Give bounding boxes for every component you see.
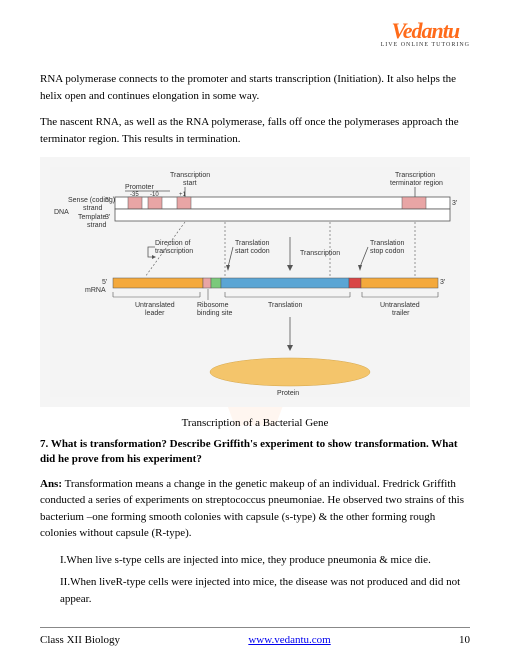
answer-text: Transformation means a change in the gen… xyxy=(40,478,464,540)
logo-text: Vedantu xyxy=(381,18,470,44)
label-protein: Protein xyxy=(277,390,299,397)
svg-text:binding site: binding site xyxy=(197,310,233,317)
svg-text:+1: +1 xyxy=(179,192,187,198)
page-container: Vedantu LIVE ONLINE TUTORING RNA polymer… xyxy=(0,0,510,660)
answer-paragraph: Ans: Transformation means a change in th… xyxy=(40,476,470,542)
label-ribosome: Ribosome xyxy=(197,302,229,309)
paragraph-1: RNA polymerase connects to the promoter … xyxy=(40,71,470,104)
label-template: Template xyxy=(78,214,107,221)
label-transcription-start: Transcription xyxy=(170,172,210,179)
question-number: 7. xyxy=(40,438,48,450)
diagram-caption: Transcription of a Bacterial Gene xyxy=(40,417,470,429)
svg-text:Transcription: Transcription xyxy=(300,250,340,257)
list-item-1: I.When live s-type cells are injected in… xyxy=(40,552,470,569)
label-sense-strand: Sense (coding) xyxy=(68,197,115,204)
page-header: Vedantu LIVE ONLINE TUTORING xyxy=(40,18,470,51)
diagram-svg: Transcription start Transcription termin… xyxy=(50,167,460,397)
label-terminator: Transcription xyxy=(395,172,435,179)
footer-page-number: 10 xyxy=(459,634,470,646)
label-untranslated-leader: Untranslated xyxy=(135,302,175,309)
transcription-diagram: Transcription start Transcription termin… xyxy=(40,157,470,407)
svg-text:5': 5' xyxy=(102,279,107,286)
list-text-2: When liveR-type cells were injected into… xyxy=(60,576,460,605)
brand-logo: Vedantu LIVE ONLINE TUTORING xyxy=(381,18,470,48)
svg-text:trailer: trailer xyxy=(392,310,410,317)
svg-text:leader: leader xyxy=(145,310,165,317)
label-dna: DNA xyxy=(54,209,69,216)
label-promoter: Promoter xyxy=(125,184,154,191)
svg-text:start: start xyxy=(183,180,197,187)
svg-text:-10: -10 xyxy=(150,192,159,198)
label-mrna: mRNA xyxy=(85,287,106,294)
footer-course: Class XII Biology xyxy=(40,634,120,646)
question-text: What is transformation? Describe Griffit… xyxy=(40,438,458,465)
svg-text:-35: -35 xyxy=(130,192,139,198)
svg-text:Translation: Translation xyxy=(235,240,269,247)
svg-text:terminator region: terminator region xyxy=(390,180,443,187)
svg-text:Translation: Translation xyxy=(370,240,404,247)
list-text-1: When live s-type cells are injected into… xyxy=(66,554,430,566)
paragraph-2: The nascent RNA, as well as the RNA poly… xyxy=(40,114,470,147)
svg-text:3': 3' xyxy=(452,200,457,207)
svg-text:transcription: transcription xyxy=(155,248,193,255)
svg-text:3': 3' xyxy=(440,279,445,286)
question-heading: 7. What is transformation? Describe Grif… xyxy=(40,437,470,468)
logo-tagline: LIVE ONLINE TUTORING xyxy=(381,42,470,48)
footer-link[interactable]: www.vedantu.com xyxy=(248,634,330,646)
svg-text:strand: strand xyxy=(87,222,107,229)
svg-text:Translation: Translation xyxy=(268,302,302,309)
svg-text:stop codon: stop codon xyxy=(370,248,404,255)
label-direction: Direction of xyxy=(155,240,190,247)
svg-text:strand: strand xyxy=(83,205,103,212)
list-item-2: II.When liveR-type cells were injected i… xyxy=(40,574,470,607)
list-num-2: II. xyxy=(60,576,70,588)
svg-text:start codon: start codon xyxy=(235,248,270,255)
answer-label: Ans: xyxy=(40,478,62,490)
page-footer: Class XII Biology www.vedantu.com 10 xyxy=(40,627,470,646)
label-untranslated-trailer: Untranslated xyxy=(380,302,420,309)
